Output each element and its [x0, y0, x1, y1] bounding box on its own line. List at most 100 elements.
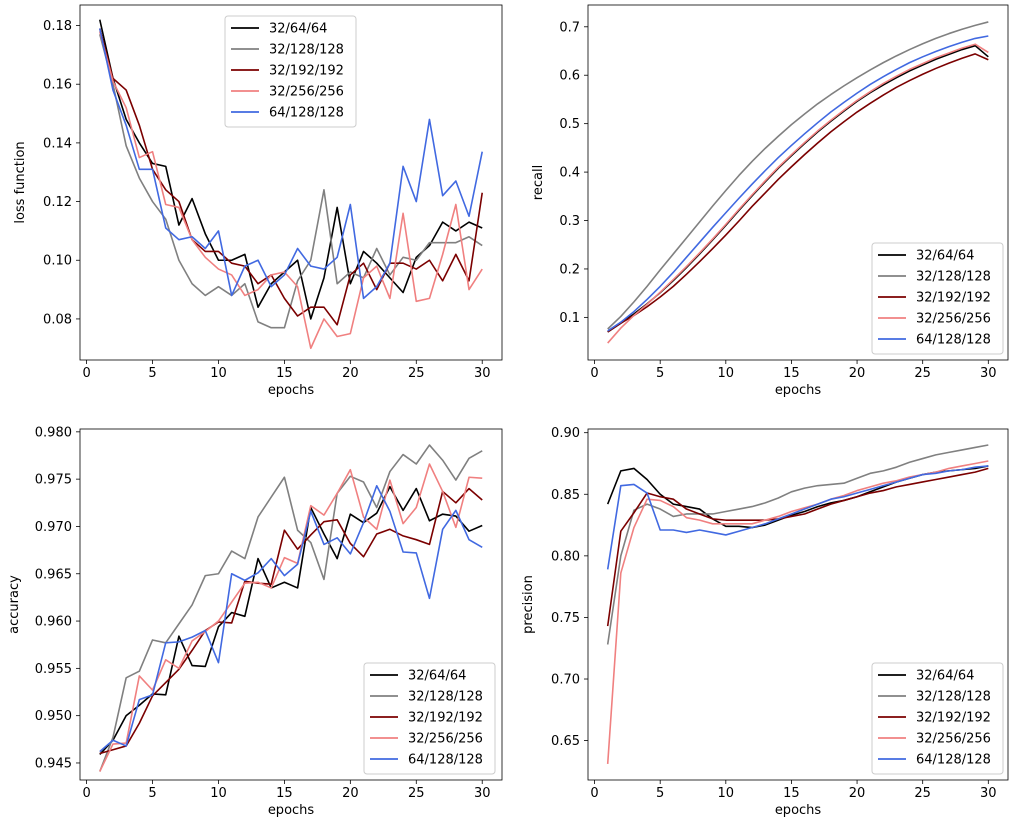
axes-frame [79, 428, 503, 781]
x-tick-label: 25 [408, 786, 425, 801]
y-tick-label: 0.970 [35, 520, 72, 535]
legend-label-64-128-128: 64/128/128 [916, 753, 991, 768]
y-tick-label: 0.955 [35, 662, 72, 677]
y-tick-label: 0.80 [551, 549, 580, 564]
chart-panel-bottom-right: 0 5 10 15 20 25 30 0.65 0.70 0.75 0.80 0.85 0.90 epoc… [521, 426, 1009, 818]
x-axis-label: epochs [775, 803, 822, 818]
x-tick-label: 15 [276, 786, 293, 801]
series-line-32-64-64 [98, 19, 483, 320]
legend-label-32-256-256: 32/256/256 [916, 732, 991, 747]
y-tick-label: 0.975 [35, 473, 72, 488]
x-tick-label: 10 [210, 786, 227, 801]
y-axis-label: accuracy [7, 575, 22, 634]
y-tick-label: 0.7 [559, 20, 580, 35]
legend-label-32-192-192: 32/192/192 [916, 711, 991, 726]
x-axis-label: epochs [775, 383, 822, 398]
series-line-32-256-256 [99, 463, 483, 772]
legend: 32/64/64 32/128/128 32/192/192 32/256/256 64… [224, 15, 357, 128]
legend-label-32-256-256: 32/256/256 [408, 732, 483, 747]
x-tick-label: 10 [210, 366, 227, 381]
series-line-32-192-192 [99, 28, 484, 326]
series-line-32-192-192 [606, 467, 989, 627]
x-tick-label: 0 [590, 786, 598, 801]
legend-label-64-128-128: 64/128/128 [408, 753, 483, 768]
y-tick-label: 0.16 [43, 78, 72, 93]
x-tick-label: 15 [276, 366, 293, 381]
y-tick-label: 0.75 [551, 611, 580, 626]
y-tick-label: 0.4 [559, 166, 580, 181]
axes-frame [587, 428, 1009, 781]
x-tick-label: 30 [980, 366, 997, 381]
chart-panel-top-right: 0 5 10 15 20 25 30 0.1 0.2 0.3 0.4 0.5 0.6 0.7 epochs r… [531, 4, 1009, 398]
x-axis-label: epochs [268, 383, 315, 398]
legend-box [871, 242, 1004, 355]
x-tick-label: 0 [590, 366, 598, 381]
series-line-32-128-128 [607, 21, 989, 330]
series-line-64-128-128 [99, 484, 483, 753]
legend-label-32-128-128: 32/128/128 [916, 690, 991, 705]
y-tick-label: 0.5 [559, 117, 580, 132]
x-tick-label: 25 [408, 366, 425, 381]
series-line-32-64-64 [606, 465, 989, 529]
series-line-64-128-128 [98, 28, 484, 300]
legend-box [363, 662, 496, 775]
chart-panel-bottom-left: 0 5 10 15 20 25 30 0.945 0.950 0.955 0.960 0.965 0.9… [7, 425, 503, 818]
x-tick-label: 0 [82, 366, 90, 381]
y-tick-label: 0.85 [551, 488, 580, 503]
x-tick-label: 5 [148, 786, 156, 801]
series-line-32-128-128 [99, 444, 483, 772]
x-tick-label: 20 [849, 366, 866, 381]
y-tick-label: 0.3 [559, 214, 580, 229]
series-line-32-192-192 [607, 53, 989, 333]
y-tick-label: 0.10 [43, 254, 72, 269]
y-tick-label: 0.6 [559, 69, 580, 84]
legend-label-64-128-128: 64/128/128 [916, 333, 991, 348]
x-tick-label: 20 [342, 786, 359, 801]
y-tick-label: 0.08 [43, 312, 72, 327]
legend-label-32-192-192: 32/192/192 [408, 711, 483, 726]
y-tick-label: 0.70 [551, 673, 580, 688]
axes-frame [79, 4, 503, 361]
y-tick-label: 0.2 [559, 262, 580, 277]
x-tick-label: 30 [474, 786, 491, 801]
y-tick-label: 0.12 [43, 195, 72, 210]
y-tick-label: 0.14 [43, 136, 72, 151]
legend-label-32-256-256: 32/256/256 [269, 85, 344, 100]
x-tick-label: 5 [656, 366, 664, 381]
legend: 32/64/64 32/128/128 32/192/192 32/256/256 64… [871, 242, 1004, 355]
series-line-32-128-128 [606, 444, 989, 645]
legend-box [871, 662, 1004, 775]
x-tick-label: 10 [718, 786, 735, 801]
x-tick-label: 10 [718, 366, 735, 381]
series-line-64-128-128 [606, 465, 989, 570]
legend-label-32-64-64: 32/64/64 [269, 22, 327, 37]
series-line-64-128-128 [607, 35, 989, 332]
legend-label-32-64-64: 32/64/64 [916, 669, 974, 684]
y-tick-label: 0.1 [559, 311, 580, 326]
legend-label-32-128-128: 32/128/128 [916, 270, 991, 285]
series-line-32-64-64 [99, 485, 483, 756]
legend-label-32-192-192: 32/192/192 [916, 291, 991, 306]
x-tick-label: 5 [148, 366, 156, 381]
y-tick-label: 0.980 [35, 425, 72, 440]
y-tick-label: 0.950 [35, 709, 72, 724]
legend-label-32-128-128: 32/128/128 [269, 43, 344, 58]
x-tick-label: 20 [342, 366, 359, 381]
legend-label-32-192-192: 32/192/192 [269, 64, 344, 79]
x-tick-label: 25 [914, 366, 931, 381]
x-axis-label: epochs [268, 803, 315, 818]
x-tick-label: 30 [474, 366, 491, 381]
y-axis-label: precision [521, 575, 536, 634]
y-axis-label: recall [531, 165, 546, 200]
y-tick-label: 0.90 [551, 426, 580, 441]
y-axis-label: loss function [13, 141, 28, 223]
x-tick-label: 30 [980, 786, 997, 801]
x-tick-label: 20 [849, 786, 866, 801]
x-tick-label: 25 [914, 786, 931, 801]
series-line-32-256-256 [99, 31, 483, 350]
axes-frame [587, 4, 1009, 361]
legend-label-32-64-64: 32/64/64 [408, 669, 466, 684]
y-tick-label: 0.18 [43, 19, 72, 34]
x-tick-label: 0 [82, 786, 90, 801]
